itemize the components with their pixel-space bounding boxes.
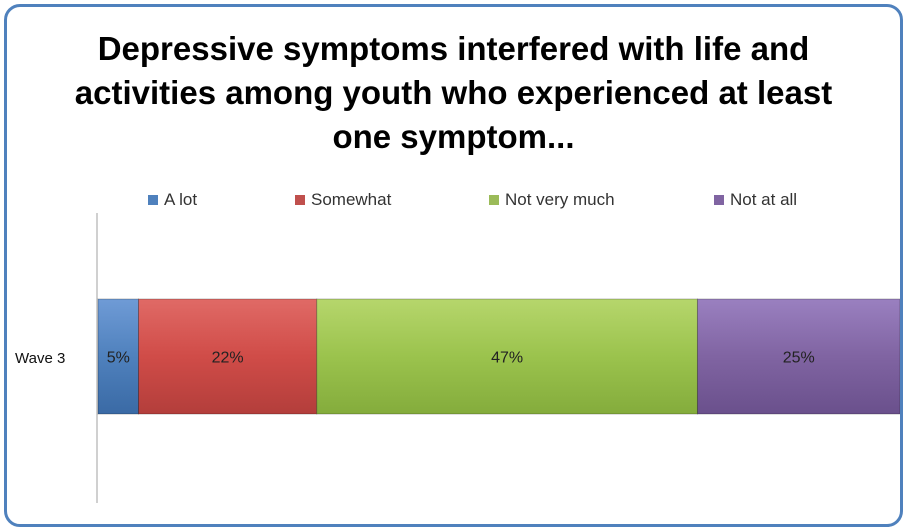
category-label-wave-3: Wave 3 [15,350,65,367]
bar-segment-not-very-much [316,298,698,415]
chart-title: Depressive symptoms interfered with life… [74,30,833,155]
bar-segment-somewhat [138,298,318,415]
plot-area: Wave 3 5% 22% 47% 25% [15,213,900,503]
legend-swatch-not-very-much [489,195,499,205]
legend-item-not-at-all: Not at all [714,189,797,211]
legend-swatch-somewhat [295,195,305,205]
data-label-not-very-much: 47% [491,350,523,367]
data-label-a-lot: 5% [107,350,130,367]
legend-item-somewhat: Somewhat [295,189,391,211]
legend-swatch-not-at-all [714,195,724,205]
legend-label-somewhat: Somewhat [311,190,392,209]
legend-item-not-very-much: Not very much [489,189,615,211]
legend-label-not-at-all: Not at all [730,190,798,209]
data-label-somewhat: 22% [212,350,244,367]
legend-item-a-lot: A lot [148,189,197,211]
legend-swatch-a-lot [148,195,158,205]
bar-segment-not-at-all [696,298,900,415]
bar-group: 5% 22% 47% 25% [97,298,900,415]
legend-label-a-lot: A lot [164,190,198,209]
chart-frame: Depressive symptoms interfered with life… [4,4,903,527]
data-label-not-at-all: 25% [783,350,815,367]
legend-label-not-very-much: Not very much [505,190,615,209]
legend: A lot Somewhat Not very much Not at all [7,189,900,211]
